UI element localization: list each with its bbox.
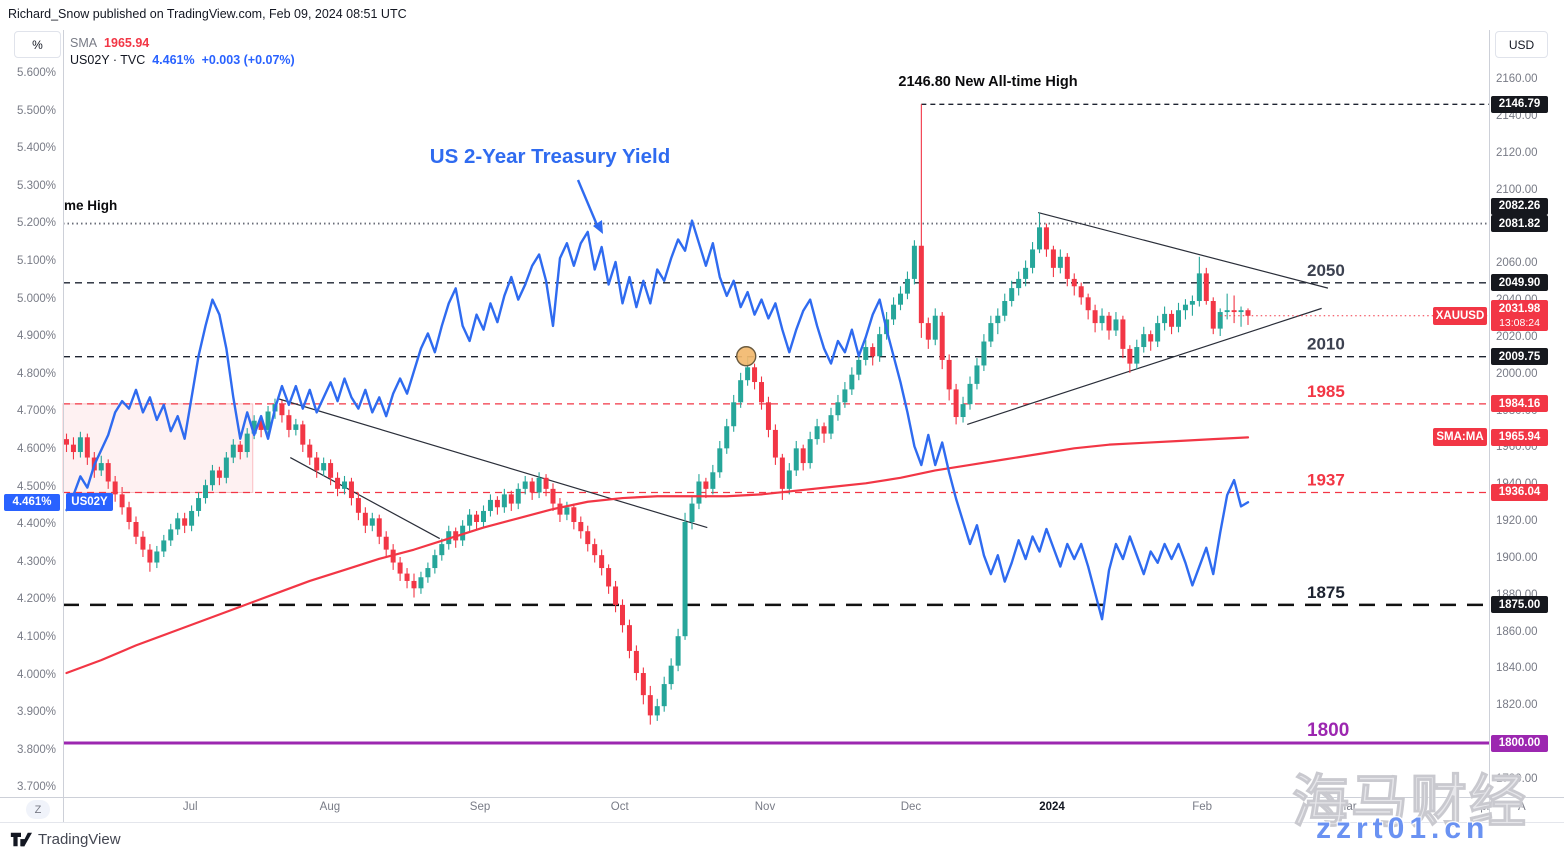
left-axis-tick: 4.400% [16,518,56,531]
tradingview-logo-text: TradingView [38,831,121,848]
left-axis-tick: 4.900% [16,330,56,343]
series-badge-SMA:MA: SMA:MA [1433,428,1487,447]
right-axis-tick: 2000.00 [1496,367,1538,380]
right-axis-tick: 2160.00 [1496,73,1538,85]
price-badge-1984.16: 1984.16 [1491,395,1548,413]
tradingview-logo-icon [10,832,32,847]
tradingview-logo[interactable]: TradingView [10,831,121,848]
trendline-3[interactable] [1037,212,1329,289]
left-axis-tick: 5.200% [16,217,56,230]
level-label-1985: 1985 [1307,382,1345,401]
sma-label: SMA [70,36,98,50]
time-axis-tick-Feb: Feb [1192,801,1213,813]
legend-sma-row[interactable]: SMA 1965.94 [70,36,149,50]
symbol-name: US02Y · TVC [70,53,146,67]
timezone-button[interactable]: Z [26,800,50,819]
time-axis-tick-Dec: Dec [900,801,922,813]
percent-scale-button[interactable]: % [14,31,61,58]
price-badge-2146.79: 2146.79 [1491,95,1548,113]
left-axis-tick: 4.000% [16,668,56,681]
right-axis-tick: 2020.00 [1496,330,1538,343]
left-axis-tick: 5.000% [16,292,56,305]
right-axis-tick: 1920.00 [1496,515,1538,527]
left-axis-tick: 4.500% [16,480,56,493]
trendline-1[interactable] [277,398,708,529]
left-axis-tick: 5.500% [16,104,56,117]
price-badge-1965.94: 1965.94 [1491,428,1548,446]
level-label-2050: 2050 [1307,261,1345,280]
left-axis-tick: 3.900% [16,706,56,719]
price-badge-2081.82: 2081.82 [1491,215,1548,233]
time-axis-tick-2024: 2024 [1039,801,1065,813]
left-scale-border [62,30,64,822]
right-axis-tick: 2100.00 [1496,183,1538,196]
sma-line[interactable] [65,436,1250,675]
clipped-ath-label: me High [64,198,117,213]
ath-annotation: 2146.80 New All-time High [898,74,1077,90]
price-badge-2009.75: 2009.75 [1491,348,1548,366]
left-axis-tick: 5.600% [16,67,56,79]
time-axis-tick-Nov: Nov [754,801,776,813]
right-scale-border [1489,30,1490,822]
time-axis-tick-Jul: Jul [182,801,198,813]
right-axis-tick: 2060.00 [1496,257,1538,270]
circle-marker[interactable] [736,346,757,367]
yield-badge: 4.461% [4,493,60,511]
time-axis-tick-Aug: Aug [319,801,341,813]
trendline-4[interactable] [967,307,1322,425]
yield-change: +0.003 (+0.07%) [201,53,295,67]
price-badge-1875.00: 1875.00 [1491,596,1548,614]
left-axis-tick: 5.300% [16,179,56,192]
sma-value: 1965.94 [104,36,150,50]
level-label-1937: 1937 [1307,470,1345,489]
level-label-2010: 2010 [1307,335,1345,354]
price-badge-2082.26: 2082.26 [1491,197,1548,215]
right-axis-tick: 1860.00 [1496,625,1538,638]
right-axis-tick: 1840.00 [1496,662,1538,675]
time-axis-tick-Mar: Mar [1336,801,1357,813]
trendline-2[interactable] [290,457,441,540]
right-axis-tick: 1900.00 [1496,551,1538,564]
left-axis-tick: 3.700% [16,781,56,794]
usd-scale-button[interactable]: USD [1495,31,1548,58]
left-axis-tick: 4.700% [16,405,56,418]
yield-last-value: 4.461% [152,53,195,67]
price-badge-1800.00: 1800.00 [1491,734,1548,752]
left-axis-tick: 4.300% [16,555,56,568]
right-axis-tick: 2140.00 [1496,109,1538,122]
level-label-1875: 1875 [1307,583,1345,602]
price-badge-1936.04: 1936.04 [1491,483,1548,501]
left-axis-tick: 4.800% [16,367,56,380]
treasury-arrow [576,179,599,226]
series-badge-XAUUSD: XAUUSD [1433,306,1487,325]
right-axis-tick: 1820.00 [1496,699,1538,712]
bottom-divider [0,822,1564,823]
time-axis-tick-Oct: Oct [610,801,629,813]
us02y-line[interactable] [65,219,1250,621]
time-scale-border [0,797,1564,798]
time-axis-tick-Apr: Apr [1472,801,1491,813]
price-badge-2031.98: 2031.98 13:08:24 [1491,300,1548,332]
series-badge-US02Y: US02Y [66,493,113,512]
time-axis-tick-A: A [1517,801,1526,813]
published-line: Richard_Snow published on TradingView.co… [8,7,407,21]
level-label-1800: 1800 [1307,720,1349,741]
right-axis-tick: 2120.00 [1496,146,1538,159]
left-axis-tick: 4.100% [16,631,56,643]
legend-symbol-row[interactable]: US02Y · TVC 4.461% +0.003 (+0.07%) [70,53,295,67]
left-axis-tick: 4.200% [16,593,56,606]
price-badge-2049.90: 2049.90 [1491,274,1548,292]
treasury-annotation: US 2-Year Treasury Yield [430,145,670,168]
left-axis-tick: 3.800% [16,743,56,756]
left-axis-tick: 4.600% [16,443,56,455]
time-axis-tick-Sep: Sep [469,801,491,813]
left-axis-tick: 5.400% [16,142,56,155]
left-axis-tick: 5.100% [16,255,56,267]
right-axis-tick: 1780.00 [1496,772,1538,785]
treasury-arrow-head [593,220,603,234]
